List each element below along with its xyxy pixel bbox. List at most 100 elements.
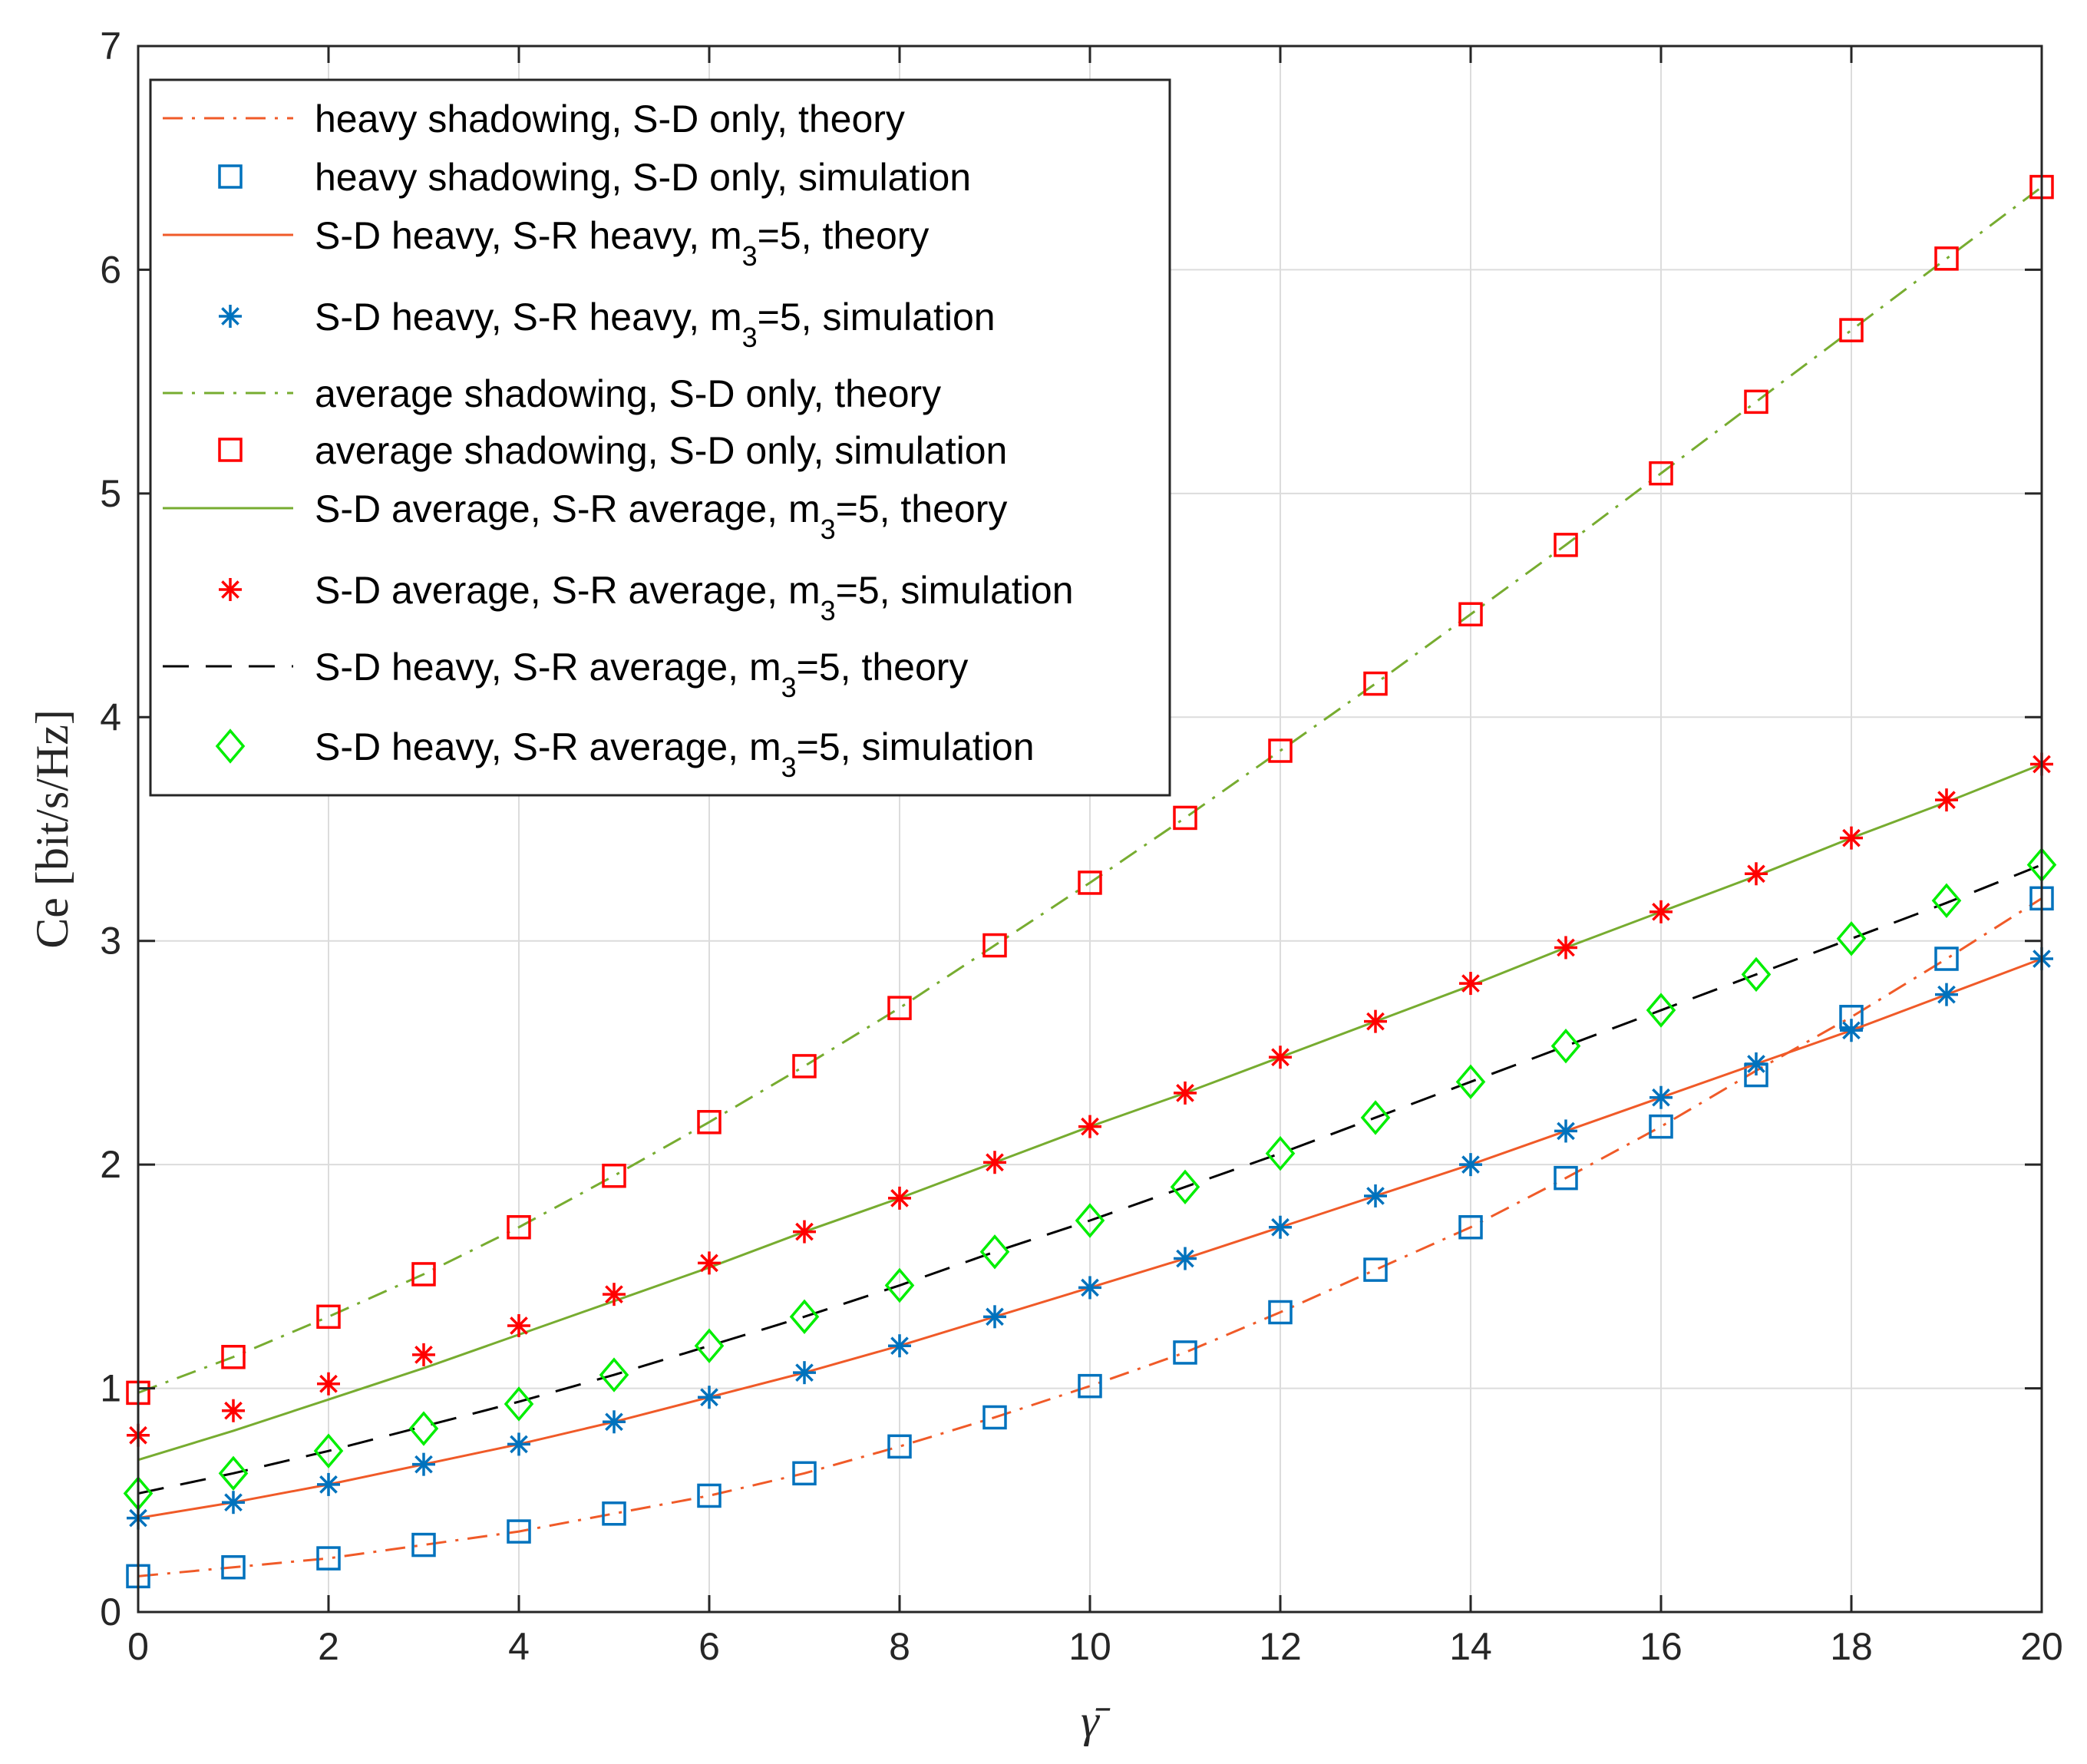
data-point <box>694 1328 725 1363</box>
data-point <box>1459 1153 1482 1177</box>
data-point <box>507 1313 530 1337</box>
data-point <box>504 1386 534 1422</box>
x-tick-label: 0 <box>127 1625 149 1668</box>
data-point <box>316 1304 341 1330</box>
data-point <box>222 1399 245 1422</box>
x-tick-label: 2 <box>318 1625 339 1668</box>
data-point <box>1173 805 1197 831</box>
data-point <box>789 1299 820 1335</box>
data-point <box>507 1214 531 1240</box>
data-point <box>793 1220 816 1244</box>
data-point <box>411 1262 436 1287</box>
legend-box <box>149 78 1171 797</box>
data-point <box>698 1386 721 1409</box>
data-point <box>316 1546 341 1571</box>
data-point <box>792 1054 817 1079</box>
x-tick-label: 20 <box>2020 1625 2063 1668</box>
data-point <box>507 1432 530 1456</box>
data-point <box>1836 921 1867 956</box>
data-point <box>1458 1214 1483 1240</box>
data-point <box>412 1452 435 1476</box>
legend-marker <box>218 438 243 462</box>
legend-label: S-D average, S-R average, m3=5, theory <box>315 487 1007 545</box>
data-point <box>603 1410 626 1434</box>
data-point <box>793 1361 816 1385</box>
y-tick-label: 6 <box>100 248 121 291</box>
data-point <box>983 1151 1006 1174</box>
data-point <box>1741 956 1772 993</box>
legend-label: S-D heavy, S-R heavy, m3=5, simulation <box>315 296 996 353</box>
data-point <box>1268 1300 1293 1325</box>
data-point <box>1839 318 1864 342</box>
data-point <box>1554 533 1578 557</box>
data-point <box>1363 671 1388 696</box>
data-point <box>412 1343 435 1366</box>
data-point <box>983 1305 1006 1329</box>
data-point <box>1646 993 1676 1028</box>
data-point <box>792 1461 817 1486</box>
data-point <box>1078 870 1102 895</box>
legend-entry: S-D average, S-R average, m3=5, theory <box>163 487 1007 545</box>
data-point <box>1078 1276 1101 1300</box>
data-point <box>1649 1114 1673 1139</box>
y-tick-label: 3 <box>100 920 121 963</box>
legend-label: S-D heavy, S-R average, m3=5, theory <box>315 646 968 703</box>
data-point <box>697 1110 722 1135</box>
y-tick-label: 4 <box>100 695 121 738</box>
x-tick-label: 18 <box>1830 1625 1873 1668</box>
y-tick-label: 0 <box>100 1591 121 1634</box>
data-point <box>1554 1165 1578 1191</box>
legend-label: average shadowing, S-D only, theory <box>315 372 941 415</box>
data-point <box>697 1483 722 1508</box>
data-point <box>888 1334 911 1358</box>
data-point <box>221 1554 246 1580</box>
data-point <box>1174 1247 1197 1270</box>
data-point <box>1364 1184 1387 1207</box>
series-line <box>137 864 2042 1495</box>
data-point <box>1170 1169 1200 1204</box>
series-line <box>137 186 2042 1394</box>
data-point <box>1935 983 1958 1006</box>
data-point <box>1554 936 1577 960</box>
data-point <box>1649 1085 1673 1109</box>
data-point <box>1550 1028 1581 1064</box>
data-point <box>317 1472 340 1496</box>
data-point <box>1745 1052 1768 1075</box>
x-tick-label: 6 <box>698 1625 720 1668</box>
series-4 <box>137 186 2042 1394</box>
data-point <box>698 1251 721 1275</box>
data-point <box>222 1491 245 1515</box>
data-point <box>1934 246 1959 271</box>
data-point <box>1554 1119 1577 1143</box>
legend-label: average shadowing, S-D only, simulation <box>315 429 1007 472</box>
y-tick-label: 1 <box>100 1367 121 1410</box>
series-8 <box>137 864 2042 1495</box>
legend-label: S-D average, S-R average, m3=5, simulati… <box>315 569 1074 626</box>
data-point <box>1744 389 1768 415</box>
data-point <box>602 1501 626 1526</box>
legend: heavy shadowing, S-D only, theory heavy s… <box>149 78 1171 797</box>
data-point <box>1265 1135 1296 1171</box>
data-point <box>1458 602 1483 626</box>
data-point <box>1363 1257 1388 1282</box>
legend-entry: heavy shadowing, S-D only, theory <box>163 97 905 140</box>
data-point <box>603 1283 626 1306</box>
data-point <box>1173 1340 1197 1365</box>
series-0 <box>137 897 2042 1577</box>
legend-marker <box>218 164 243 189</box>
data-point <box>1459 972 1482 996</box>
data-point <box>1649 461 1673 486</box>
legend-label: S-D heavy, S-R heavy, m3=5, theory <box>315 214 929 272</box>
x-tick-label: 4 <box>508 1625 530 1668</box>
data-point <box>1455 1064 1486 1100</box>
x-tick-label: 12 <box>1259 1625 1302 1668</box>
series-line <box>137 897 2042 1577</box>
data-point <box>979 1234 1010 1270</box>
data-point <box>1268 738 1293 763</box>
legend-entry: average shadowing, S-D only, theory <box>163 372 941 415</box>
data-point <box>599 1357 629 1392</box>
legend-entry: S-D average, S-R average, m3=5, simulati… <box>219 569 1074 626</box>
legend-entry: average shadowing, S-D only, simulation <box>218 429 1007 472</box>
